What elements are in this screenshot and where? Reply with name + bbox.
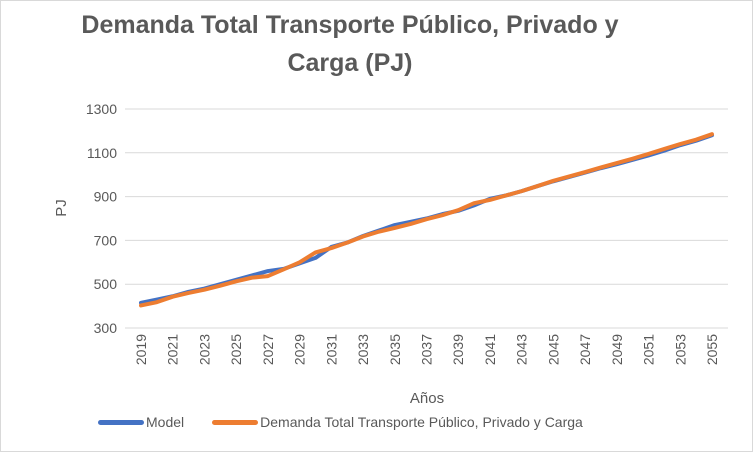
chart-title: Demanda Total Transporte Público, Privad…	[81, 11, 619, 77]
x-tick-label: 2045	[545, 334, 561, 365]
x-tick-label: 2053	[672, 334, 688, 365]
y-tick-label: 500	[94, 276, 118, 292]
series-line-demanda	[139, 132, 714, 308]
x-tick-label: 2049	[609, 334, 625, 365]
legend-swatch-model	[98, 419, 144, 425]
x-tick-label: 2039	[450, 334, 466, 365]
x-tick-label: 2029	[292, 334, 308, 365]
x-tick-label: 2035	[387, 334, 403, 365]
x-axis-ticks: 2019 2021 2023 2025 2027 2029 2031 2033 2035 2037…	[133, 334, 720, 365]
x-tick-label: 2043	[514, 334, 530, 365]
legend-swatch-demanda	[212, 419, 259, 425]
y-tick-label: 700	[94, 232, 118, 248]
x-tick-label: 2021	[165, 334, 181, 365]
x-tick-label: 2031	[323, 334, 339, 365]
x-tick-label: 2051	[641, 334, 657, 365]
y-tick-label: 1300	[86, 101, 117, 117]
x-tick-label: 2033	[355, 334, 371, 365]
series-lines	[139, 132, 714, 308]
x-tick-label: 2019	[133, 334, 149, 365]
x-tick-label: 2037	[419, 334, 435, 365]
x-tick-label: 2027	[260, 334, 276, 365]
x-tick-label: 2047	[577, 334, 593, 365]
gridlines	[125, 108, 728, 329]
y-tick-label: 1100	[87, 145, 117, 161]
y-tick-label: 900	[94, 189, 118, 205]
legend-label-model: Model	[146, 414, 185, 430]
legend-item-model: Model	[98, 414, 184, 430]
x-axis-label: Años	[410, 390, 444, 407]
x-tick-label: 2041	[482, 334, 498, 365]
legend: Model Demanda Total Transporte Público, …	[98, 414, 611, 430]
x-tick-label: 2055	[704, 334, 720, 365]
x-tick-label: 2025	[228, 334, 244, 365]
legend-label-demanda: Demanda Total Transporte Público, Privad…	[260, 414, 583, 430]
y-axis-label: PJ	[53, 199, 70, 217]
legend-item-demanda: Demanda Total Transporte Público, Privad…	[212, 414, 583, 430]
x-tick-label: 2023	[196, 334, 212, 365]
y-tick-label: 300	[94, 320, 118, 336]
y-axis-ticks: 300 500 700 900 1100 1300	[86, 101, 117, 336]
